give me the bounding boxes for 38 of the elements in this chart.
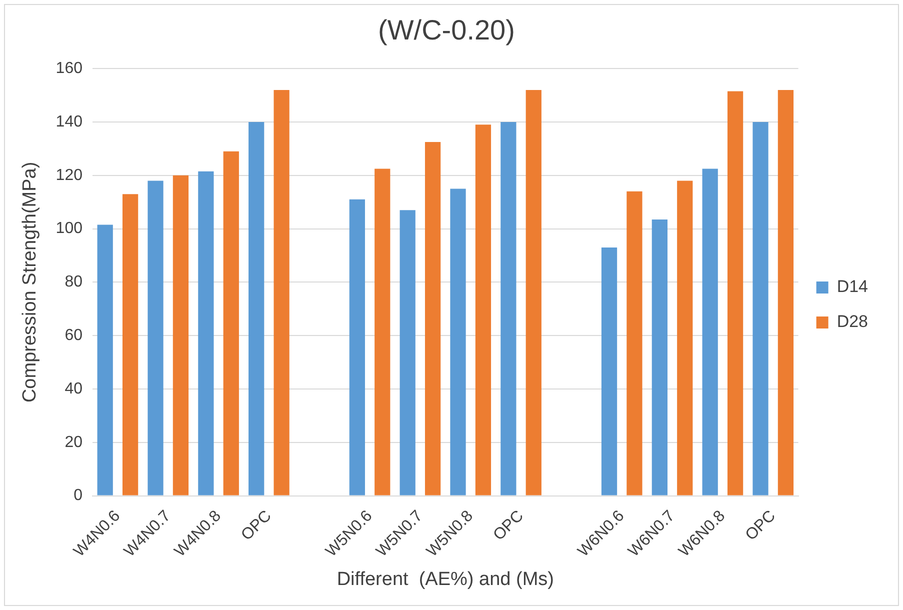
bar [172,175,189,496]
bar [778,90,794,496]
bar [374,168,390,496]
bar [702,168,718,496]
bar [349,199,365,496]
chart-title: (W/C-0.20) [378,14,515,46]
x-axis-title: Different (AE%) and (Ms) [336,568,554,590]
bar [223,151,239,496]
bar [97,224,113,496]
bar [122,194,138,496]
y-tick-label: 0 [74,487,83,504]
bar [198,171,214,496]
bar [400,210,416,496]
bar [677,180,693,496]
bar [450,188,466,496]
bar [424,142,441,496]
bar [727,91,744,496]
y-tick-label: 120 [56,166,83,184]
bar [601,247,618,496]
y-tick-label: 60 [64,326,83,344]
y-axis-title: Compression Strength(MPa) [20,162,41,403]
y-tick-label: 40 [64,380,83,398]
bar [274,90,290,496]
bar [148,180,164,496]
y-tick-label: 140 [56,113,83,130]
bar [248,122,264,496]
legend-label: D28 [836,312,868,332]
bar [500,122,516,496]
bar [626,191,642,496]
y-tick-label: 100 [56,220,83,238]
bar [475,124,492,496]
y-tick-label: 160 [56,60,83,78]
bar [652,219,668,496]
legend-label: D14 [836,277,868,296]
y-tick-label: 80 [64,274,83,291]
bar [752,122,768,496]
y-tick-label: 20 [64,434,83,451]
bar [526,90,542,496]
